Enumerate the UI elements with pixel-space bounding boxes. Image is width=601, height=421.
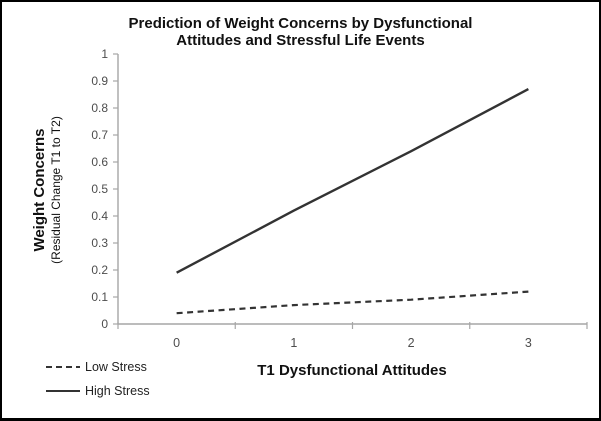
y-tick-label: 0.5 (91, 182, 108, 196)
legend: Low Stress High Stress (46, 359, 150, 407)
y-tick-label: 0.9 (91, 74, 108, 88)
series-line-high-stress (176, 88, 529, 274)
legend-item-high-stress: High Stress (46, 383, 150, 399)
y-tick-label: 0.3 (91, 236, 108, 250)
y-tick-label: 0.2 (91, 263, 108, 277)
chart-title-line-1: Prediction of Weight Concerns by Dysfunc… (128, 15, 473, 32)
y-tick-label: 0.7 (91, 128, 108, 142)
x-tick-label: 1 (290, 336, 298, 350)
y-tick-label: 0.4 (91, 209, 108, 223)
solid-line-sample-icon (46, 390, 80, 392)
y-tick-label: 1 (101, 47, 108, 61)
y-tick-label: 0.1 (91, 290, 108, 304)
chart-title: Prediction of Weight Concerns by Dysfunc… (2, 15, 599, 49)
x-tick-label: 3 (524, 336, 532, 350)
legend-item-low-stress: Low Stress (46, 359, 150, 375)
legend-label-low-stress: Low Stress (85, 360, 147, 374)
x-axis-title: T1 Dysfunctional Attitudes (257, 362, 447, 379)
y-tick-label: 0.6 (91, 155, 108, 169)
series-line-low-stress (176, 290, 529, 315)
dashed-line-sample-icon (46, 366, 80, 368)
y-tick-label: 0.8 (91, 101, 108, 115)
x-tick-label: 2 (407, 336, 415, 350)
chart-title-line-2: Attitudes and Stressful Life Events (176, 32, 425, 49)
legend-label-high-stress: High Stress (85, 384, 150, 398)
y-tick-label: 0 (101, 317, 108, 331)
x-tick-label: 0 (173, 336, 181, 350)
